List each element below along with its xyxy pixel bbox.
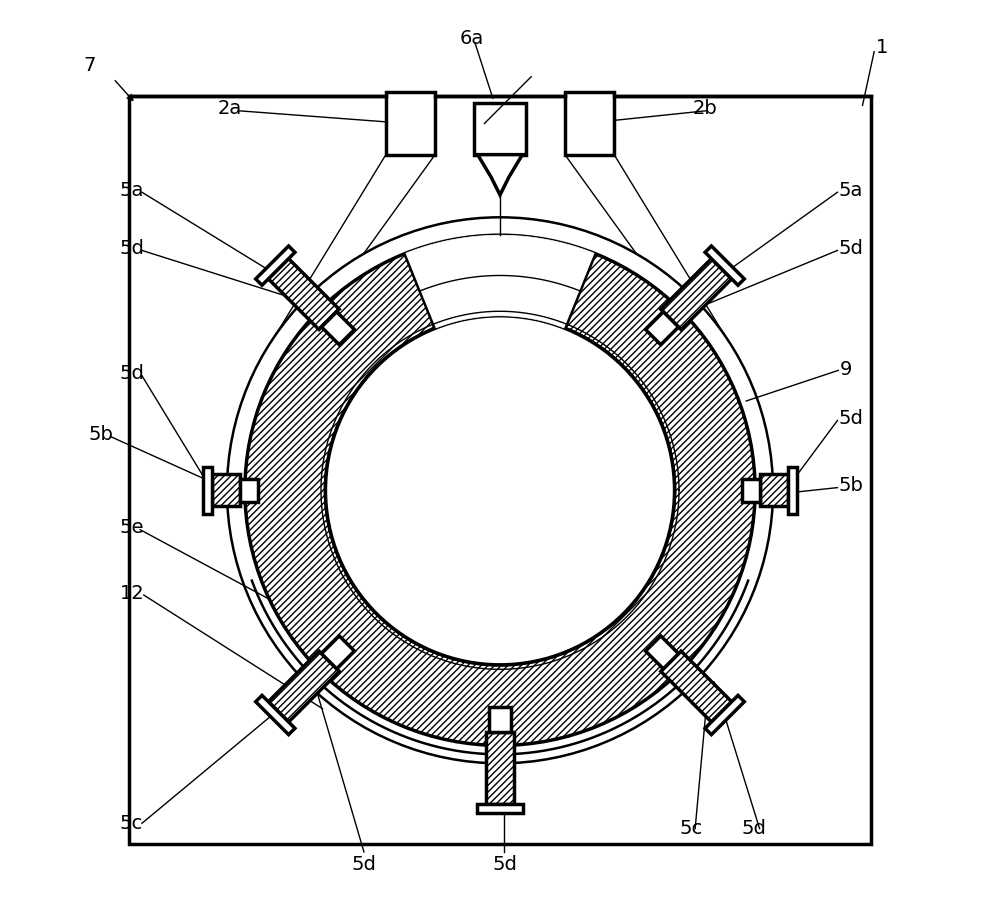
Polygon shape bbox=[268, 259, 339, 330]
Text: 5c: 5c bbox=[120, 814, 143, 833]
Text: 5a: 5a bbox=[838, 181, 863, 200]
Polygon shape bbox=[268, 651, 339, 722]
Polygon shape bbox=[760, 474, 788, 506]
Circle shape bbox=[227, 217, 773, 764]
Polygon shape bbox=[661, 259, 732, 330]
Circle shape bbox=[325, 315, 675, 664]
Text: 2b: 2b bbox=[692, 99, 717, 118]
Polygon shape bbox=[404, 235, 596, 328]
Text: 5b: 5b bbox=[88, 425, 113, 445]
Text: 5b: 5b bbox=[838, 476, 863, 495]
Bar bbox=[386, 92, 435, 155]
Text: 5a: 5a bbox=[120, 181, 144, 200]
Wedge shape bbox=[245, 235, 755, 745]
Bar bbox=[565, 92, 614, 155]
Polygon shape bbox=[203, 467, 212, 514]
Text: 5d: 5d bbox=[352, 855, 376, 874]
Text: 5d: 5d bbox=[120, 365, 144, 384]
Text: 5d: 5d bbox=[838, 239, 863, 258]
Text: 2a: 2a bbox=[218, 99, 242, 118]
Polygon shape bbox=[646, 636, 678, 669]
Polygon shape bbox=[322, 636, 354, 669]
Polygon shape bbox=[705, 695, 744, 734]
Polygon shape bbox=[705, 246, 744, 285]
Polygon shape bbox=[742, 479, 760, 502]
Text: 5d: 5d bbox=[492, 855, 517, 874]
Polygon shape bbox=[256, 695, 295, 734]
Polygon shape bbox=[322, 312, 354, 345]
Polygon shape bbox=[646, 312, 678, 345]
Bar bbox=[474, 103, 526, 155]
Text: 5e: 5e bbox=[120, 518, 144, 537]
Bar bbox=[129, 96, 871, 844]
Text: 5d: 5d bbox=[742, 819, 767, 838]
Polygon shape bbox=[661, 651, 732, 722]
Text: 12: 12 bbox=[120, 584, 144, 603]
Polygon shape bbox=[486, 732, 514, 804]
Polygon shape bbox=[478, 155, 522, 195]
Text: 1: 1 bbox=[876, 38, 888, 56]
Polygon shape bbox=[212, 474, 240, 506]
Text: 5d: 5d bbox=[838, 409, 863, 428]
Polygon shape bbox=[477, 804, 523, 813]
Polygon shape bbox=[788, 467, 797, 514]
Polygon shape bbox=[489, 707, 511, 732]
Text: 5d: 5d bbox=[120, 239, 144, 258]
Polygon shape bbox=[256, 246, 295, 285]
Text: 7: 7 bbox=[84, 55, 96, 75]
Text: 5c: 5c bbox=[679, 819, 702, 838]
Text: 6a: 6a bbox=[460, 29, 484, 48]
Polygon shape bbox=[240, 479, 258, 502]
Text: 9: 9 bbox=[840, 360, 853, 379]
